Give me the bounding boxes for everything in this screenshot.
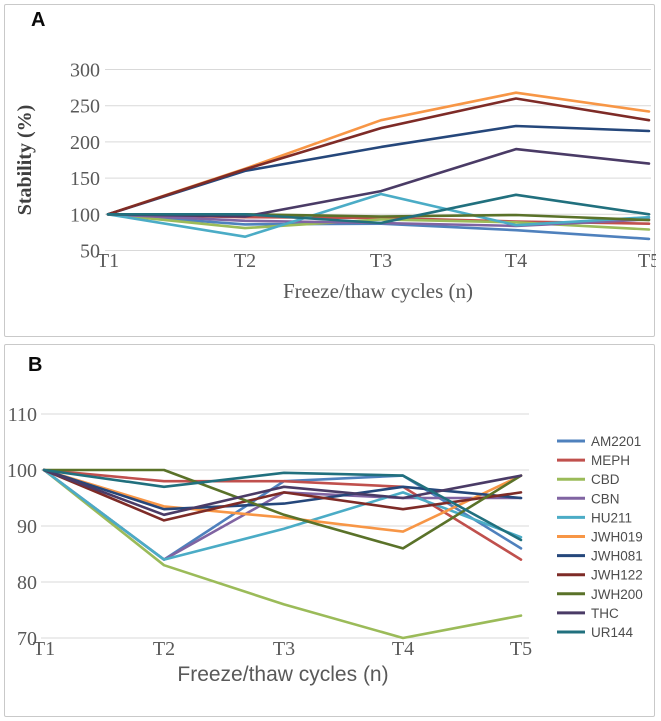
legend-label-jwh200: JWH200: [591, 587, 643, 602]
panel-a: A 50 100 150 200 250 300 T1 T2 T3 T4 T5 Freeze/thaw…: [4, 4, 656, 337]
y-tick-label: 250: [70, 96, 100, 118]
y-tick-label: 110: [8, 404, 37, 426]
y-tick-label: 200: [70, 132, 100, 154]
legend-label-ur144: UR144: [591, 625, 634, 640]
series-line-jwh122: [42, 468, 523, 522]
series-line-meph: [42, 468, 523, 561]
legend-label-thc: THC: [591, 606, 619, 621]
legend-item-meph: MEPH: [557, 453, 630, 468]
y-tick-label: 80: [17, 572, 37, 594]
x-tick-label: T3: [273, 638, 295, 660]
legend-item-cbn: CBN: [557, 491, 620, 506]
legend-label-meph: MEPH: [591, 453, 630, 468]
legend-label-jwh019: JWH019: [591, 530, 643, 545]
y-tick-label: 300: [70, 60, 100, 82]
x-tick-label: T4: [505, 250, 527, 272]
y-tick-label: 150: [70, 168, 100, 190]
series-line-jwh200: [42, 468, 523, 550]
legend-item-cbd: CBD: [557, 472, 620, 487]
x-tick-label: T1: [33, 638, 55, 660]
series-line-thc: [106, 147, 651, 218]
series-line-thc: [42, 468, 523, 517]
x-axis-title: Freeze/thaw cycles (n): [177, 663, 388, 686]
chart-a: 50 100 150 200 250 300 T1 T2 T3 T4 T5 Freeze/thaw c…: [14, 60, 656, 304]
y-tick-label: 90: [17, 516, 37, 538]
series-line-jwh019: [42, 468, 523, 533]
x-axis-title: Freeze/thaw cycles (n): [283, 279, 473, 303]
series-line-jwh122: [106, 97, 651, 216]
series-line-hu211: [42, 468, 523, 561]
series-line-hu211: [106, 192, 651, 238]
legend-item-jwh122: JWH122: [557, 568, 643, 583]
panel-b: B 70 80 90 100 110 T1 T2 T3 T4 T5 Freeze/thaw cycl…: [4, 344, 655, 717]
y-tick-label: 100: [7, 460, 37, 482]
series-line-jwh081: [106, 124, 651, 216]
legend-label-cbn: CBN: [591, 491, 620, 506]
panel-a-label: A: [31, 9, 46, 31]
legend-label-am2201: AM2201: [591, 434, 641, 449]
legend-item-ur144: UR144: [557, 625, 634, 640]
x-tick-label: T5: [510, 638, 532, 660]
legend-label-jwh081: JWH081: [591, 549, 643, 564]
legend-item-jwh081: JWH081: [557, 549, 643, 564]
legend-item-am2201: AM2201: [557, 434, 641, 449]
legend-label-cbd: CBD: [591, 472, 620, 487]
series-line-ur144: [42, 468, 523, 542]
chart-b: 70 80 90 100 110 T1 T2 T3 T4 T5 Freeze/thaw cycles…: [7, 404, 643, 686]
legend-item-jwh200: JWH200: [557, 587, 643, 602]
x-tick-label: T3: [370, 250, 392, 272]
series-line-ur144: [106, 193, 651, 225]
series-line-cbd: [42, 468, 523, 640]
legend-item-thc: THC: [557, 606, 619, 621]
legend-label-jwh122: JWH122: [591, 568, 643, 583]
y-tick-label: 100: [70, 204, 100, 226]
x-tick-label: T2: [234, 250, 256, 272]
x-tick-label: T4: [392, 638, 414, 660]
x-tick-label: T5: [638, 250, 656, 272]
x-tick-label: T1: [97, 250, 119, 272]
y-tick-label: 50: [80, 241, 100, 263]
panel-b-label: B: [28, 354, 43, 376]
y-tick-label: 70: [17, 628, 37, 650]
x-tick-label: T2: [153, 638, 175, 660]
legend-item-hu211: HU211: [557, 510, 632, 525]
legend-item-jwh019: JWH019: [557, 530, 643, 545]
legend-label-hu211: HU211: [591, 510, 632, 525]
y-axis-title: Stability (%): [14, 105, 36, 216]
